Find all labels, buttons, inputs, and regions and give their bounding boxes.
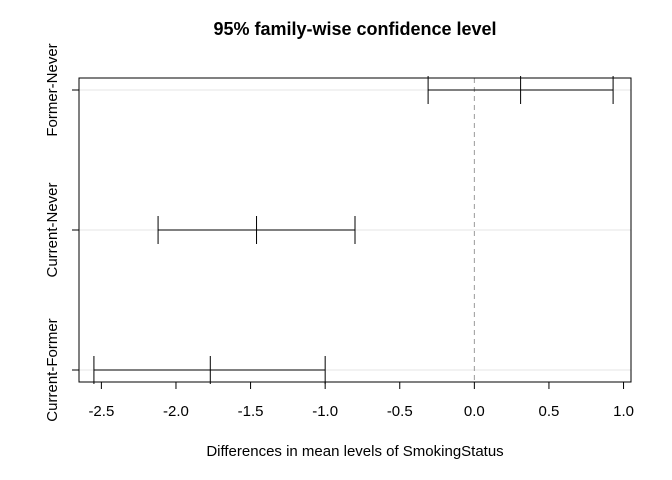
x-tick-label: -1.5 (238, 403, 264, 420)
y-tick-label: Current-Former (44, 318, 61, 421)
interval-layer (93, 76, 614, 384)
y-tick-label: Former-Never (44, 43, 61, 136)
interval-former-never (427, 76, 614, 104)
x-tick-label: 0.0 (464, 403, 485, 420)
x-axis: -2.5 -2.0 -1.5 -1.0 -0.5 0.0 0.5 1.0 (88, 381, 634, 420)
x-axis-label: Differences in mean levels of SmokingSta… (206, 443, 503, 460)
x-tick-label: -2.0 (163, 403, 189, 420)
interval-current-former (93, 356, 326, 384)
interval-current-never (157, 216, 356, 244)
y-tick-label: Current-Never (44, 182, 61, 277)
x-tick-label: 1.0 (613, 403, 634, 420)
x-tick-label: -2.5 (88, 403, 114, 420)
x-tick-label: -1.0 (312, 403, 338, 420)
chart-title: 95% family-wise confidence level (213, 19, 496, 39)
y-axis: Former-Never Current-Never Current-Former (44, 43, 79, 422)
x-tick-label: -0.5 (387, 403, 413, 420)
x-tick-label: 0.5 (539, 403, 560, 420)
